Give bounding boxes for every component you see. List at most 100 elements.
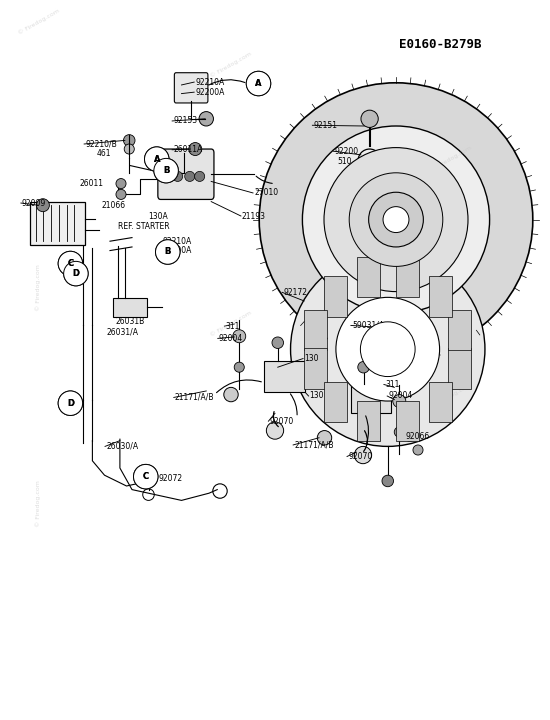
Ellipse shape — [413, 445, 423, 455]
Text: D: D — [73, 269, 79, 278]
Ellipse shape — [336, 297, 439, 401]
Text: 92004: 92004 — [219, 334, 243, 343]
Text: 92004: 92004 — [388, 392, 412, 400]
Ellipse shape — [64, 261, 88, 286]
Text: D: D — [67, 399, 74, 408]
Text: 26011: 26011 — [80, 179, 104, 188]
Ellipse shape — [266, 422, 284, 439]
Bar — [357, 257, 380, 297]
Ellipse shape — [361, 110, 378, 127]
Ellipse shape — [404, 430, 415, 441]
Bar — [448, 348, 471, 389]
Ellipse shape — [156, 240, 180, 264]
Text: 92200A: 92200A — [162, 246, 191, 255]
Ellipse shape — [124, 135, 135, 146]
Text: 92066: 92066 — [406, 432, 430, 441]
Ellipse shape — [134, 464, 158, 489]
Ellipse shape — [145, 147, 169, 171]
Ellipse shape — [324, 148, 468, 292]
Ellipse shape — [156, 240, 180, 264]
Text: A: A — [255, 79, 262, 88]
Text: © Firedog.com: © Firedog.com — [430, 382, 472, 410]
Ellipse shape — [58, 251, 82, 276]
Ellipse shape — [58, 391, 82, 415]
Ellipse shape — [365, 156, 374, 165]
Text: C: C — [67, 259, 74, 268]
Bar — [395, 401, 419, 441]
Ellipse shape — [145, 147, 169, 171]
Text: © Firedog.com: © Firedog.com — [36, 264, 41, 312]
Text: 130A: 130A — [148, 212, 168, 220]
Text: B: B — [163, 166, 169, 175]
Ellipse shape — [393, 395, 406, 408]
Text: A: A — [255, 79, 262, 88]
Text: 130: 130 — [310, 392, 324, 400]
Text: 92070: 92070 — [270, 417, 294, 426]
Ellipse shape — [365, 183, 375, 193]
Text: 92151: 92151 — [314, 121, 338, 130]
Ellipse shape — [134, 464, 158, 489]
Bar — [448, 310, 471, 350]
Ellipse shape — [302, 126, 490, 313]
Bar — [395, 257, 419, 297]
Ellipse shape — [317, 431, 332, 445]
Ellipse shape — [64, 261, 88, 286]
Text: 26031/A: 26031/A — [106, 328, 138, 336]
Ellipse shape — [233, 330, 246, 343]
Text: 21066: 21066 — [102, 201, 126, 210]
Text: © Firedog.com: © Firedog.com — [430, 144, 472, 173]
Text: D: D — [67, 399, 74, 408]
Text: 59031/A: 59031/A — [352, 321, 384, 330]
Bar — [429, 276, 452, 317]
Text: 21193: 21193 — [242, 212, 266, 220]
FancyBboxPatch shape — [158, 149, 214, 199]
Text: A: A — [153, 155, 160, 163]
Text: 92210A: 92210A — [162, 237, 191, 246]
Ellipse shape — [383, 207, 409, 233]
Ellipse shape — [358, 361, 369, 373]
Text: 92210/B: 92210/B — [85, 140, 117, 148]
Text: 130: 130 — [304, 354, 318, 363]
Text: © Firedog.com: © Firedog.com — [17, 7, 60, 36]
Text: 461: 461 — [96, 149, 111, 158]
Ellipse shape — [382, 475, 393, 487]
Text: 92200: 92200 — [334, 147, 359, 156]
Bar — [113, 298, 147, 317]
Ellipse shape — [246, 71, 271, 96]
Bar — [323, 276, 346, 317]
Bar — [357, 401, 380, 441]
Text: C: C — [67, 259, 74, 268]
Text: 26031B: 26031B — [116, 318, 145, 326]
Text: 26011A: 26011A — [173, 145, 202, 154]
Bar — [264, 361, 305, 392]
FancyBboxPatch shape — [174, 73, 208, 103]
Text: E0160-B279B: E0160-B279B — [399, 38, 481, 51]
Text: 26030/A: 26030/A — [106, 442, 138, 451]
Text: 92009: 92009 — [22, 199, 46, 207]
Ellipse shape — [185, 171, 195, 181]
Ellipse shape — [163, 171, 173, 181]
Bar — [304, 310, 327, 350]
Ellipse shape — [349, 173, 443, 266]
Text: 92153: 92153 — [173, 117, 197, 125]
Bar — [351, 384, 390, 413]
Ellipse shape — [368, 192, 424, 247]
Text: D: D — [73, 269, 79, 278]
Text: 311: 311 — [385, 380, 399, 389]
Bar — [323, 382, 346, 422]
Bar — [304, 348, 327, 389]
Ellipse shape — [195, 171, 205, 181]
Ellipse shape — [189, 143, 202, 156]
Text: REF. STARTER: REF. STARTER — [118, 222, 170, 230]
Text: 92070: 92070 — [348, 452, 372, 461]
Text: C: C — [142, 472, 149, 481]
Ellipse shape — [124, 144, 134, 154]
Text: 21171/A/B: 21171/A/B — [175, 393, 214, 402]
Text: 510: 510 — [338, 157, 352, 166]
Ellipse shape — [272, 337, 283, 348]
Ellipse shape — [36, 199, 50, 212]
Text: 92172: 92172 — [283, 288, 307, 297]
Text: © Firedog.com: © Firedog.com — [210, 50, 252, 79]
Ellipse shape — [360, 322, 415, 377]
Ellipse shape — [290, 252, 485, 446]
